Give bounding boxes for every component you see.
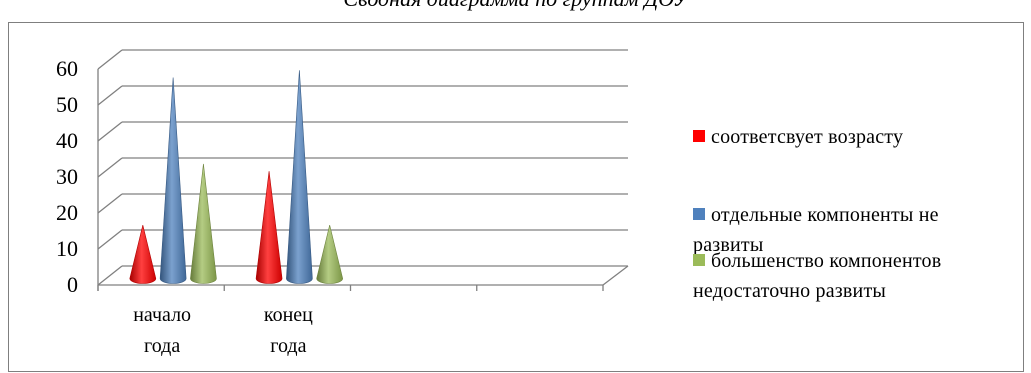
- cone-3-2: [316, 225, 343, 284]
- gridline-depth: [97, 121, 123, 142]
- legend-label: соответсвует возрасту: [711, 126, 904, 148]
- legend-swatch-series-2: [693, 208, 705, 220]
- gridline-depth: [97, 49, 123, 70]
- legend-label: большенство компонентов: [711, 250, 942, 272]
- cone-3-1: [190, 163, 217, 284]
- cone-1-2: [255, 171, 283, 284]
- legend-item-series-1: соответсвует возрасту: [693, 122, 903, 152]
- x-tick-label: начало: [133, 304, 191, 326]
- cone-1-1: [129, 225, 157, 284]
- floor-depth-edge: [602, 265, 629, 286]
- y-tick-label: 50: [56, 92, 78, 117]
- chart-title: Сводная диаграмма по группам ДОУ: [0, 0, 1031, 12]
- gridline-depth: [97, 85, 123, 106]
- legend-swatch-series-1: [693, 130, 705, 142]
- y-tick-label: 0: [67, 272, 78, 297]
- cone-2-1: [159, 77, 187, 284]
- y-tick-label: 40: [56, 128, 78, 153]
- y-tick-label: 10: [56, 236, 78, 261]
- x-tick-label: конец: [264, 304, 313, 326]
- legend-label: отдельные компоненты не: [711, 204, 939, 226]
- legend-item-series-2: отдельные компоненты не развиты: [693, 200, 939, 260]
- gridline-depth: [97, 193, 123, 214]
- gridline-depth: [97, 265, 123, 286]
- legend-label-line-2: развиты: [693, 234, 764, 256]
- chart-frame: [8, 22, 1024, 372]
- legend-item-series-3: большенство компонентов недостаточно раз…: [693, 246, 941, 306]
- legend-label-line-2: недостаточно развиты: [693, 280, 887, 302]
- y-tick-label: 20: [56, 200, 78, 225]
- cone-2-2: [286, 70, 313, 284]
- y-tick-label: 60: [56, 56, 78, 81]
- gridline-depth: [97, 229, 123, 250]
- legend-swatch-series-3: [693, 254, 705, 266]
- x-tick-label: года: [270, 335, 306, 357]
- y-tick-label: 30: [56, 164, 78, 189]
- gridline-depth: [97, 157, 123, 178]
- x-tick-label: года: [144, 335, 180, 357]
